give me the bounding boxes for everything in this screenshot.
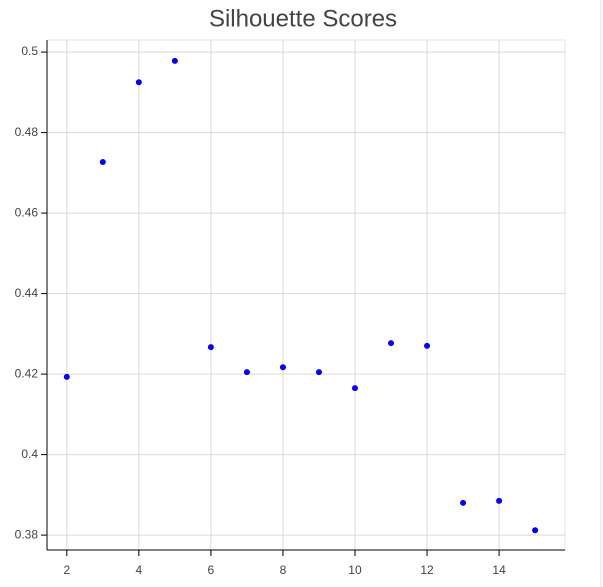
point <box>63 373 70 380</box>
x-tick-label: 4 <box>136 563 143 577</box>
y-tick-label: 0.48 <box>15 125 39 139</box>
point <box>279 364 286 371</box>
point <box>532 527 539 534</box>
x-tick-label: 14 <box>492 563 506 577</box>
x-tick-label: 6 <box>208 563 215 577</box>
x-tick-label: 12 <box>420 563 434 577</box>
point <box>388 340 395 347</box>
point <box>315 369 322 376</box>
point <box>243 369 250 376</box>
point <box>460 499 467 506</box>
point <box>171 57 178 64</box>
point <box>135 79 142 86</box>
x-tick-label: 10 <box>348 563 362 577</box>
point <box>207 344 214 351</box>
y-tick-label: 0.42 <box>15 366 39 380</box>
point <box>424 342 431 349</box>
y-tick-label: 0.46 <box>15 205 39 219</box>
chart-title: Silhouette Scores <box>209 5 397 32</box>
plot-frame <box>46 39 566 551</box>
x-tick-label: 2 <box>63 563 70 577</box>
y-tick-label: 0.4 <box>21 447 38 461</box>
x-tick-label: 8 <box>280 563 287 577</box>
y-tick-label: 0.38 <box>15 527 39 541</box>
point <box>99 158 106 165</box>
point <box>351 385 358 392</box>
point <box>496 497 503 504</box>
y-tick-label: 0.5 <box>21 44 38 58</box>
y-tick-label: 0.44 <box>15 286 39 300</box>
